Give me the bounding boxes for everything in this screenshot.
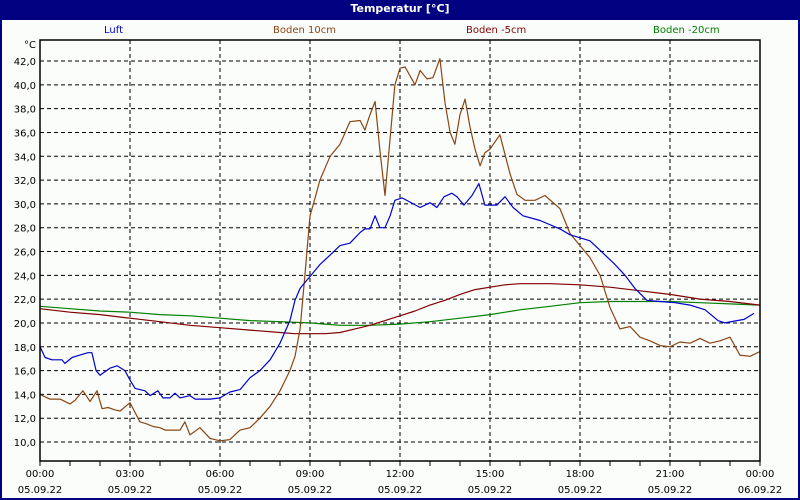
y-tick-label: 26,0 [14,248,36,259]
x-tick-date: 05.09.22 [18,485,63,496]
y-tick-label: 24,0 [14,271,36,282]
legend-boden-minus-5cm: Boden -5cm [466,25,527,36]
data-series [39,57,761,442]
y-tick-label: 12,0 [14,414,36,425]
y-tick-label: 36,0 [14,128,36,139]
y-tick-label: 32,0 [14,176,36,187]
y-tick-label: 42,0 [14,57,36,68]
x-tick-date: 05.09.22 [378,485,423,496]
chart-title: Temperatur [°C] [0,0,800,20]
x-tick-time: 18:00 [566,469,595,480]
grid-lines [40,40,760,461]
x-tick-time: 12:00 [386,469,415,480]
x-tick-date: 05.09.22 [198,485,243,496]
x-tick-date: 05.09.22 [108,485,153,496]
y-tick-label: 18,0 [14,343,36,354]
legend-boden-minus-20cm: Boden -20cm [653,25,720,36]
legend-luft: Luft [104,25,123,36]
y-unit-label: °C [24,40,36,51]
x-tick-date: 05.09.22 [468,485,513,496]
x-tick-date: 05.09.22 [648,485,693,496]
x-tick-date: 05.09.22 [288,485,333,496]
y-tick-label: 40,0 [14,81,36,92]
x-tick-date: 05.09.22 [558,485,603,496]
series-line-boden-5cm [39,283,761,335]
x-tick-time: 15:00 [476,469,505,480]
x-tick-time: 21:00 [656,469,685,480]
y-tick-label: 28,0 [14,224,36,235]
series-line-boden-20cm [39,300,761,326]
y-tick-label: 38,0 [14,105,36,116]
y-tick-label: 34,0 [14,152,36,163]
x-tick-time: 09:00 [296,469,325,480]
x-tick-time: 03:00 [116,469,145,480]
series-line-boden-10cm [39,57,761,442]
x-tick-time: 00:00 [746,469,775,480]
x-tick-time: 06:00 [206,469,235,480]
x-tick-time: 00:00 [26,469,55,480]
y-tick-label: 14,0 [14,390,36,401]
y-tick-label: 20,0 [14,319,36,330]
series-line-luft [39,183,755,400]
legend-boden-10cm: Boden 10cm [273,25,336,36]
y-tick-label: 10,0 [14,438,36,449]
x-axis: 00:00 05.09.22 03:00 05.09.22 06:00 05.09.22 0… [18,461,783,496]
y-tick-label: 16,0 [14,367,36,378]
y-axis: 10,0 12,0 14,0 16,0 18,0 20,0 22,0 24,0 26,0 28,0… [14,40,36,449]
y-tick-label: 22,0 [14,295,36,306]
y-tick-label: 30,0 [14,200,36,211]
x-tick-date: 06.09.22 [738,485,783,496]
